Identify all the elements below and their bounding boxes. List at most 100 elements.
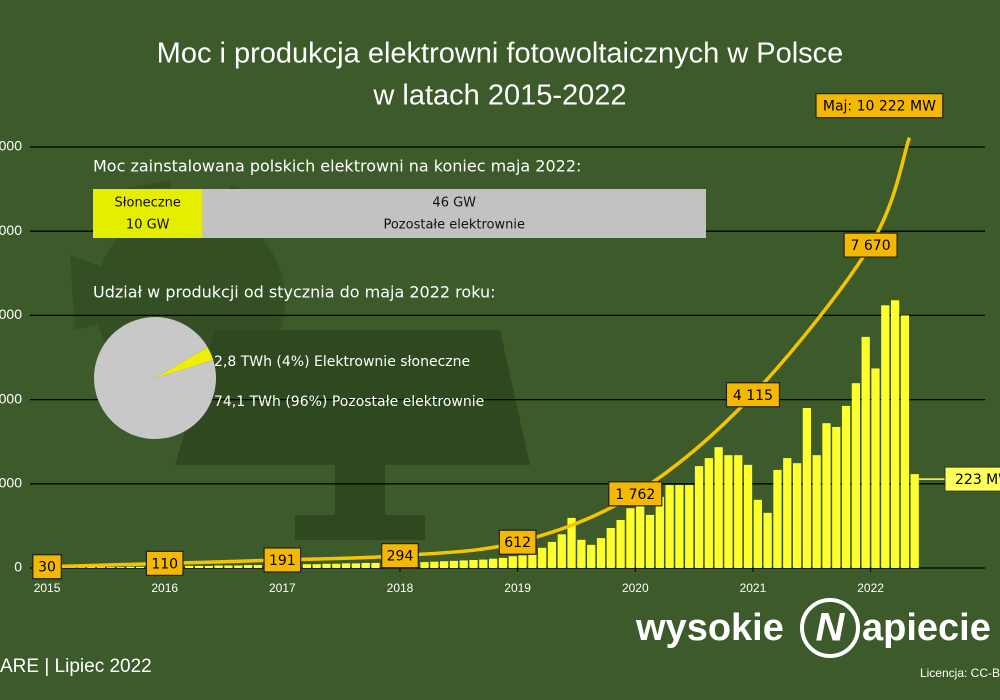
bar <box>332 563 341 568</box>
bar <box>126 566 135 568</box>
data-label: Maj: 10 222 MW <box>823 99 936 115</box>
y-tick-label: 0 <box>14 559 22 575</box>
decor-panel <box>175 330 530 465</box>
bar <box>890 300 900 568</box>
bar <box>498 557 508 568</box>
logo-circle <box>800 598 860 658</box>
bar <box>881 305 890 568</box>
y-tick-label: 6000 <box>0 306 22 322</box>
logo-text: apiecie <box>862 607 991 649</box>
bar <box>430 561 439 568</box>
y-tick-label: 8000 <box>0 222 22 238</box>
bar <box>851 383 860 568</box>
bar <box>567 517 576 568</box>
bar <box>214 565 223 568</box>
bar <box>459 560 468 568</box>
bar <box>910 474 919 568</box>
data-label: 1 762 <box>615 487 655 503</box>
bar <box>665 485 674 568</box>
x-tick-label: 2016 <box>151 581 178 595</box>
bar <box>626 508 635 568</box>
data-label-box <box>815 93 944 119</box>
bar <box>440 561 449 568</box>
data-label: 7 670 <box>851 238 891 254</box>
bar <box>596 538 606 568</box>
y-tick-label: 2000 <box>0 475 22 491</box>
data-label-box <box>498 529 537 555</box>
pie-slice <box>94 317 217 440</box>
bar <box>792 463 802 568</box>
bar <box>675 485 684 568</box>
bar <box>832 426 841 568</box>
bar <box>518 555 527 568</box>
logo-text: N <box>816 606 846 650</box>
bar <box>371 562 380 568</box>
bar <box>773 469 782 568</box>
bar <box>685 485 694 568</box>
pie-label: 74,1 TWh (96%) Pozostałe elektrownie <box>214 394 484 410</box>
bar <box>469 560 478 568</box>
data-label: 4 115 <box>733 388 773 404</box>
source: ARE | Lipiec 2022 <box>0 656 152 677</box>
bar <box>243 565 253 568</box>
inset-bar-label: Słoneczne <box>115 196 181 211</box>
pie-label: 2,8 TWh (4%) Elektrownie słoneczne <box>214 354 470 370</box>
bar <box>606 528 615 568</box>
inset-bar-label: 46 GW <box>432 196 476 211</box>
data-label-box <box>843 232 898 258</box>
pie-slice <box>155 347 214 378</box>
bar <box>116 567 125 568</box>
x-tick-label: 2017 <box>269 581 296 595</box>
inset-title: Udział w produkcji od stycznia do maja 2… <box>93 283 496 302</box>
data-label: 294 <box>387 549 414 565</box>
x-tick-label: 2018 <box>387 581 414 595</box>
chart-subtitle: w latach 2015-2022 <box>372 80 626 112</box>
bar <box>528 552 537 568</box>
bar <box>714 447 723 568</box>
x-tick-label: 2022 <box>857 581 884 595</box>
bar <box>322 563 331 568</box>
bar <box>96 567 106 568</box>
bar <box>636 504 645 568</box>
bar <box>724 455 733 568</box>
data-label: 612 <box>504 535 531 551</box>
bar <box>253 565 262 568</box>
data-label-box <box>725 382 781 408</box>
line <box>47 137 912 569</box>
inset-bar-segment <box>202 189 706 238</box>
license: Licencja: CC-B <box>920 666 1000 680</box>
x-tick-label: 2021 <box>740 581 767 595</box>
logo-text: wysokie <box>635 607 784 649</box>
bar <box>185 565 194 568</box>
x-tick-label: 2015 <box>34 581 61 595</box>
bar <box>136 566 145 568</box>
bar <box>645 514 655 568</box>
bar <box>900 315 910 568</box>
y-tick-label: 4000 <box>0 390 22 406</box>
bar <box>234 565 243 568</box>
bar <box>449 560 459 568</box>
data-label-box <box>145 550 184 576</box>
y-tick-label: 10000 <box>0 138 22 154</box>
data-label-box <box>263 547 302 573</box>
x-tick-label: 2019 <box>504 581 531 595</box>
bar <box>420 562 429 568</box>
bar <box>763 512 772 568</box>
bar <box>302 564 311 568</box>
data-label-box <box>32 554 62 580</box>
data-label: 191 <box>269 553 296 569</box>
data-label-box <box>608 481 663 507</box>
bar <box>106 567 115 568</box>
x-tick-label: 2020 <box>622 581 649 595</box>
bar <box>753 499 762 568</box>
bar <box>694 466 704 568</box>
inset-bar-label: 10 GW <box>126 218 170 233</box>
bar <box>743 464 753 568</box>
bar <box>861 336 870 568</box>
bar <box>734 455 743 568</box>
bar <box>538 547 547 568</box>
bar <box>351 563 360 568</box>
bar <box>87 567 96 568</box>
